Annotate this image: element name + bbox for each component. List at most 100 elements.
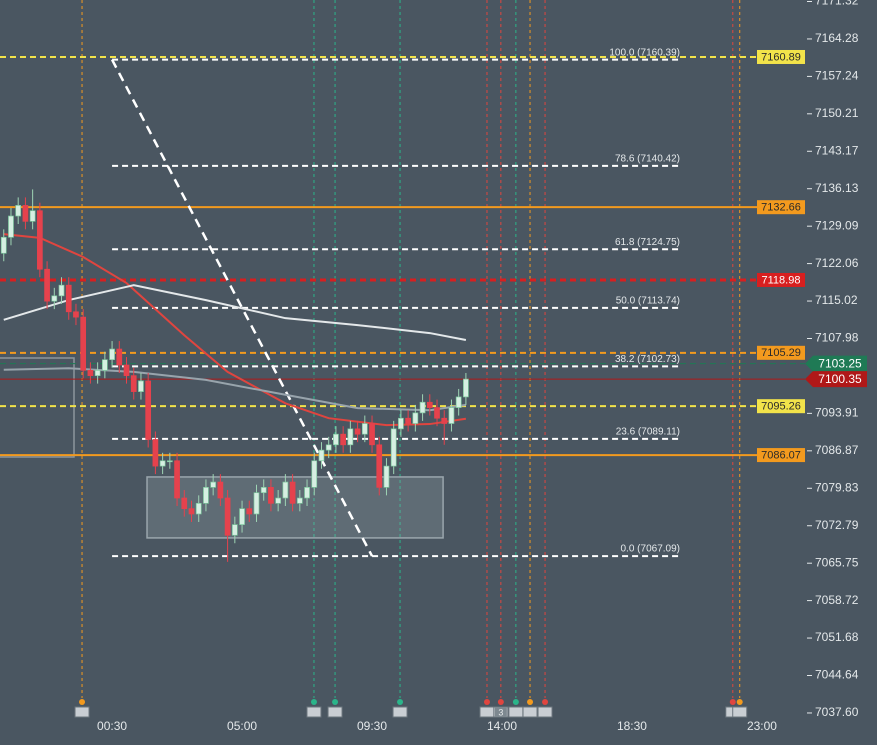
candle-body (130, 375, 137, 392)
candle-body (253, 492, 260, 515)
price-tag (757, 272, 805, 287)
candle-body (333, 433, 339, 446)
candle-body (412, 412, 419, 424)
candle-body (282, 481, 289, 499)
candle-body (44, 268, 50, 302)
price-tag-label: 7105.29 (761, 347, 801, 359)
event-dot (497, 699, 504, 705)
candle-body (94, 369, 101, 376)
candle-body (51, 295, 58, 302)
event-dot (79, 699, 86, 705)
candle-body (80, 316, 87, 371)
event-flag (74, 706, 90, 718)
event-flag (327, 706, 343, 718)
candle-body (101, 359, 108, 371)
candle-body (405, 417, 411, 424)
fib-label: 50.0 (7113.74) (616, 295, 680, 306)
candle-body (138, 380, 144, 392)
price-tag (757, 49, 805, 64)
candle-body (152, 439, 159, 467)
y-tick-label: 7143.17 (815, 143, 859, 157)
x-tick-label: 23:00 (747, 719, 777, 733)
event-dot (729, 699, 736, 705)
candle-body (434, 407, 440, 419)
candle-body (347, 428, 354, 446)
candle-body (325, 444, 332, 451)
y-tick-label: 7058.72 (815, 593, 859, 607)
price-tag-label: 7095.26 (761, 401, 801, 413)
candle-body (65, 284, 72, 313)
candle-body (361, 423, 368, 435)
y-tick-label: 7086.87 (815, 443, 859, 457)
candle-body (289, 481, 296, 504)
event-flag (479, 706, 495, 718)
candle-body (354, 428, 361, 435)
candle-body (8, 215, 14, 238)
price-tag-label: 7118.98 (762, 274, 801, 286)
y-tick-label: 7037.60 (815, 705, 859, 719)
candle-body (340, 433, 346, 446)
event-dot (542, 699, 549, 705)
candle-body (29, 210, 36, 222)
candle-body (304, 487, 310, 499)
candle-body (188, 508, 195, 515)
candle-body (217, 481, 224, 499)
candle-body (15, 205, 22, 217)
moving-average (3, 284, 467, 341)
candle-body (441, 417, 448, 424)
candle-body (22, 205, 29, 222)
candle-body (376, 444, 383, 488)
y-tick-label: 7136.13 (815, 181, 859, 195)
y-tick-label: 7129.09 (815, 218, 859, 232)
fib-label: 100.0 (7160.39) (609, 47, 680, 58)
y-tick-label: 7157.24 (815, 69, 859, 83)
y-tick-label: 7065.75 (815, 555, 859, 569)
candle-body (231, 524, 238, 536)
x-tick-label: 18:30 (617, 719, 647, 733)
candle-body (174, 460, 180, 499)
candle-body (58, 284, 65, 297)
event-flag (732, 706, 748, 718)
x-tick-label: 05:00 (227, 719, 257, 733)
candle-body (73, 311, 79, 318)
candle-body (369, 423, 375, 446)
event-dot (332, 699, 339, 705)
price-tag (757, 448, 805, 463)
x-tick-label: 00:30 (97, 719, 127, 733)
candle-body (109, 348, 115, 361)
candle-body (275, 497, 282, 504)
event-dot (512, 699, 519, 705)
candle-body (383, 465, 390, 488)
price-tag (757, 399, 805, 414)
candle-body (37, 210, 43, 270)
y-tick-label: 7079.83 (815, 480, 859, 494)
fib-label: 78.6 (7140.42) (615, 154, 680, 165)
candle-body (116, 348, 123, 366)
price-tag-label: 7086.07 (761, 449, 801, 461)
y-tick-label: 7171.32 (815, 0, 859, 8)
candle-body (239, 508, 245, 525)
candle-body (181, 497, 188, 510)
candle-body (203, 487, 209, 504)
candle-body (296, 497, 303, 504)
candle-body (260, 487, 267, 494)
y-tick-label: 7150.21 (815, 106, 859, 120)
event-flag (522, 706, 538, 718)
candle-body (448, 407, 455, 424)
fib-label: 23.6 (7089.11) (616, 427, 680, 438)
candle-body (318, 449, 325, 462)
price-tag (757, 200, 805, 215)
fib-label: 0.0 (7067.09) (621, 544, 681, 555)
event-dot (527, 699, 534, 705)
price-tag (805, 355, 867, 372)
y-tick-label: 7044.64 (815, 668, 859, 682)
y-tick-label: 7164.28 (815, 31, 859, 45)
y-tick-label: 7093.91 (815, 406, 859, 420)
trend-line (110, 59, 374, 557)
candle-body (398, 417, 404, 430)
candle-body (87, 369, 94, 376)
candle-body (210, 481, 217, 488)
event-dot (310, 699, 317, 705)
moving-average (3, 367, 467, 412)
